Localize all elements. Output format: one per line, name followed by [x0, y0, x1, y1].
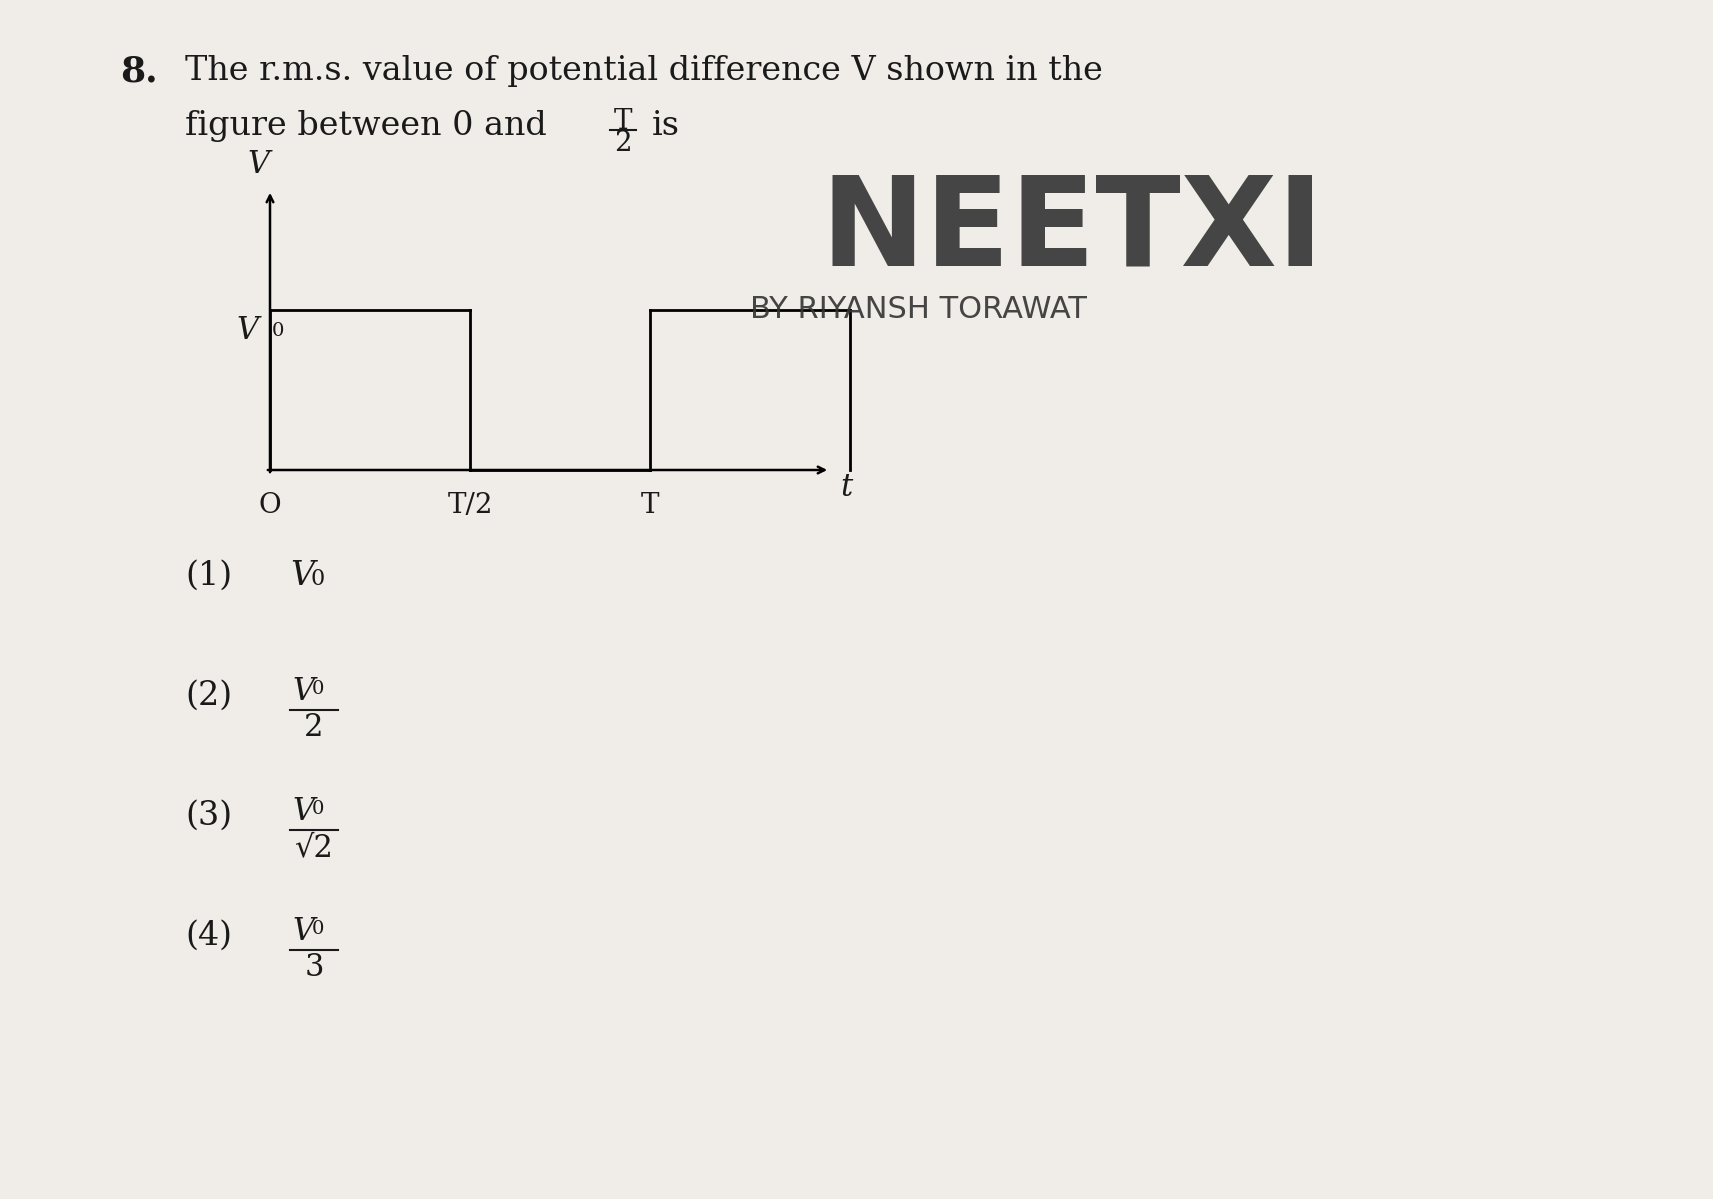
Text: √2: √2: [295, 832, 334, 863]
Text: 0: 0: [312, 920, 324, 938]
Text: BY RIYANSH TORAWAT: BY RIYANSH TORAWAT: [750, 295, 1086, 324]
Text: (4): (4): [185, 920, 231, 952]
Text: 3: 3: [305, 952, 324, 983]
Text: 0: 0: [272, 323, 284, 341]
Text: t: t: [839, 472, 853, 504]
Text: T: T: [641, 492, 660, 519]
Text: figure between 0 and: figure between 0 and: [185, 110, 546, 141]
Text: 2: 2: [305, 712, 324, 743]
Text: 2: 2: [615, 129, 632, 157]
Text: 0: 0: [312, 800, 324, 818]
Text: V: V: [291, 796, 313, 827]
Text: V: V: [236, 315, 259, 347]
Text: 0: 0: [312, 680, 324, 698]
Text: T/2: T/2: [447, 492, 493, 519]
Text: V: V: [291, 676, 313, 707]
Text: (1): (1): [185, 560, 233, 592]
Text: V: V: [247, 149, 269, 180]
Text: O: O: [259, 492, 281, 519]
Text: (2): (2): [185, 680, 233, 712]
Text: is: is: [653, 110, 680, 141]
Text: NEETXI: NEETXI: [821, 170, 1324, 291]
Text: T: T: [613, 108, 632, 135]
Text: V: V: [291, 916, 313, 947]
Text: (3): (3): [185, 800, 233, 832]
Text: 8.: 8.: [120, 55, 158, 89]
Text: 0: 0: [310, 568, 324, 590]
Text: The r.m.s. value of potential difference V shown in the: The r.m.s. value of potential difference…: [185, 55, 1103, 88]
Text: V: V: [289, 560, 313, 592]
